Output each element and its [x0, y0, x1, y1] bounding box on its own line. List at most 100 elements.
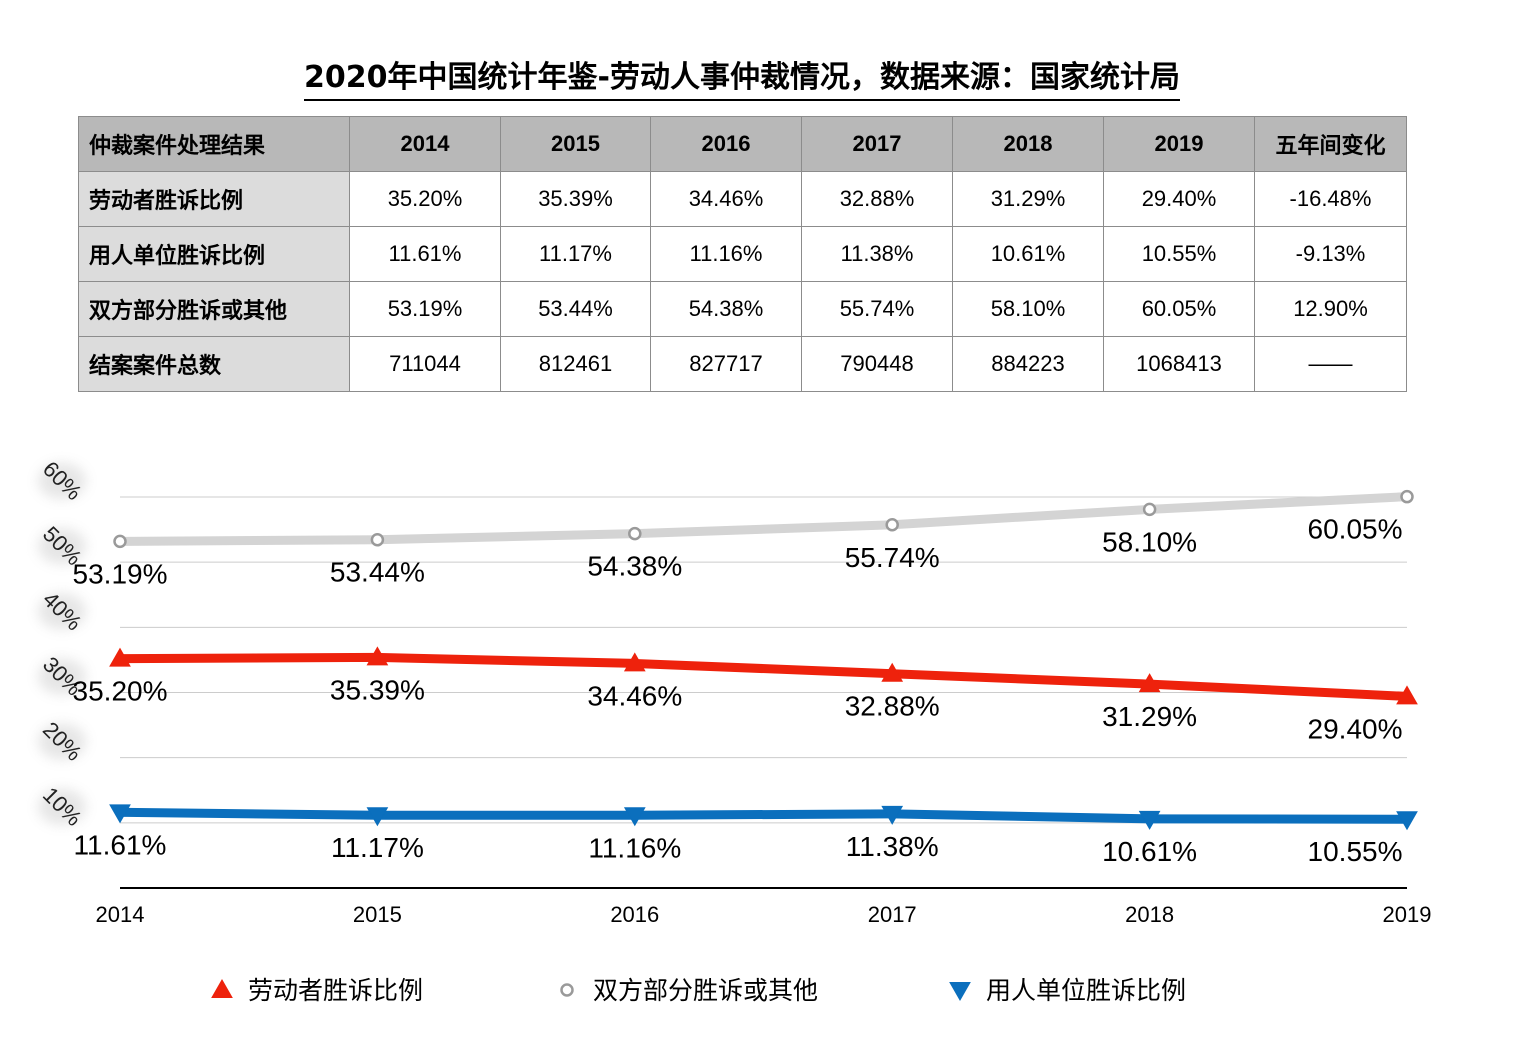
- table-header-cell: 五年间变化: [1254, 116, 1407, 172]
- data-point: [885, 518, 899, 532]
- table-cell: 812461: [500, 336, 651, 392]
- data-point: [623, 807, 646, 827]
- series-line-0: [115, 652, 1412, 701]
- table-cell: 790448: [801, 336, 953, 392]
- data-point: [881, 662, 904, 682]
- table-header-cell: 2018: [952, 116, 1104, 172]
- table-header-cell: 2019: [1103, 116, 1255, 172]
- table-cell: ——: [1254, 336, 1407, 392]
- row-label: 结案案件总数: [78, 336, 350, 392]
- ytick-shadow: [38, 723, 86, 760]
- table-cell: 32.88%: [801, 171, 953, 227]
- data-label: 35.39%: [330, 674, 425, 705]
- table-cell: 35.39%: [500, 171, 651, 227]
- data-point: [881, 805, 904, 825]
- data-label: 53.19%: [73, 558, 168, 589]
- table-cell: 11.17%: [500, 226, 651, 282]
- table-cell: 11.61%: [349, 226, 501, 282]
- data-label: 10.55%: [1308, 836, 1403, 867]
- row-label: 劳动者胜诉比例: [78, 171, 350, 227]
- ytick-label: 60%: [38, 456, 87, 505]
- table-row: 用人单位胜诉比例 11.61% 11.17% 11.16% 11.38% 10.…: [78, 226, 1407, 282]
- data-point: [366, 646, 389, 666]
- table-cell: 711044: [349, 336, 501, 392]
- data-label: 53.44%: [330, 557, 425, 588]
- data-point: [109, 804, 131, 824]
- table-cell: -9.13%: [1254, 226, 1407, 282]
- line-chart: 10%20%30%40%50%60% 35.20% 35.39% 34.46% 32.…: [38, 456, 1432, 1005]
- legend-marker: [211, 978, 233, 998]
- data-label: 11.17%: [331, 832, 424, 863]
- xtick-label: 2016: [610, 902, 659, 927]
- ytick-shadow: [38, 463, 86, 499]
- xtick-label: 2017: [868, 902, 917, 927]
- data-point: [628, 526, 642, 541]
- data-point: [1142, 502, 1157, 517]
- data-label: 11.16%: [588, 832, 681, 863]
- table-cell: 11.16%: [650, 226, 802, 282]
- ytick-label: 10%: [38, 782, 87, 831]
- data-label: 11.61%: [74, 829, 167, 860]
- data-label: 32.88%: [845, 691, 940, 722]
- xtick-label: 2014: [96, 902, 145, 927]
- table-cell: 35.20%: [349, 171, 501, 227]
- data-point: [109, 647, 131, 667]
- data-point: [1400, 489, 1414, 504]
- table-cell: 884223: [952, 336, 1104, 392]
- data-point: [1396, 811, 1418, 831]
- data-point: [1396, 685, 1418, 705]
- table-header-cell: 2014: [349, 116, 501, 172]
- table-cell: -16.48%: [1254, 171, 1407, 227]
- data-label: 10.61%: [1102, 836, 1197, 867]
- xtick-label: 2018: [1125, 902, 1174, 927]
- data-label: 58.10%: [1102, 526, 1197, 557]
- ytick-label: 40%: [38, 587, 87, 636]
- data-point: [113, 534, 127, 549]
- series-line-2: [115, 807, 1412, 824]
- data-label: 35.20%: [73, 676, 168, 707]
- table-cell: 1068413: [1103, 336, 1255, 392]
- table-cell: 10.55%: [1103, 226, 1255, 282]
- table-cell: 29.40%: [1103, 171, 1255, 227]
- data-point: [623, 652, 646, 672]
- legend-label: 劳动者胜诉比例: [248, 977, 423, 1005]
- table-cell: 58.10%: [952, 281, 1104, 337]
- table-header-row: 仲裁案件处理结果 2014 2015 2016 2017 2018 2019 五…: [78, 116, 1407, 172]
- table-cell: 10.61%: [952, 226, 1104, 282]
- data-label: 54.38%: [587, 551, 682, 582]
- legend-label: 用人单位胜诉比例: [986, 977, 1186, 1005]
- ytick-shadow: [38, 658, 86, 695]
- xtick-label: 2019: [1383, 902, 1432, 927]
- data-point: [370, 532, 385, 547]
- table-row: 劳动者胜诉比例 35.20% 35.39% 34.46% 32.88% 31.2…: [78, 171, 1407, 227]
- table-cell: 55.74%: [801, 281, 953, 337]
- data-label: 11.38%: [846, 831, 939, 862]
- data-table: 仲裁案件处理结果 2014 2015 2016 2017 2018 2019 五…: [78, 116, 1407, 392]
- table-row: 双方部分胜诉或其他 53.19% 53.44% 54.38% 55.74% 58…: [78, 281, 1407, 337]
- data-point: [1138, 810, 1161, 830]
- ytick-shadow: [38, 593, 86, 630]
- table-cell: 53.19%: [349, 281, 501, 337]
- data-label: 29.40%: [1308, 713, 1403, 744]
- table-cell: 31.29%: [952, 171, 1104, 227]
- legend-marker: [949, 982, 971, 1002]
- data-label: 60.05%: [1308, 514, 1403, 545]
- table-cell: 60.05%: [1103, 281, 1255, 337]
- legend-marker: [560, 983, 574, 997]
- data-label: 55.74%: [845, 542, 940, 573]
- table-cell: 11.38%: [801, 226, 953, 282]
- chart-title: 2020年中国统计年鉴-劳动人事仲裁情况，数据来源：国家统计局: [0, 52, 1484, 101]
- data-point: [1138, 673, 1161, 693]
- table-cell: 827717: [650, 336, 802, 392]
- xtick-label: 2015: [353, 902, 402, 927]
- table-header-cell: 2016: [650, 116, 802, 172]
- table-cell: 53.44%: [500, 281, 651, 337]
- ytick-shadow: [38, 528, 86, 565]
- ytick-label: 20%: [38, 717, 87, 766]
- row-label: 双方部分胜诉或其他: [78, 281, 350, 337]
- data-point: [366, 807, 389, 827]
- data-label: 31.29%: [1102, 701, 1197, 732]
- row-label: 用人单位胜诉比例: [78, 226, 350, 282]
- table-header-cell: 2015: [500, 116, 651, 172]
- table-header-cell: 2017: [801, 116, 953, 172]
